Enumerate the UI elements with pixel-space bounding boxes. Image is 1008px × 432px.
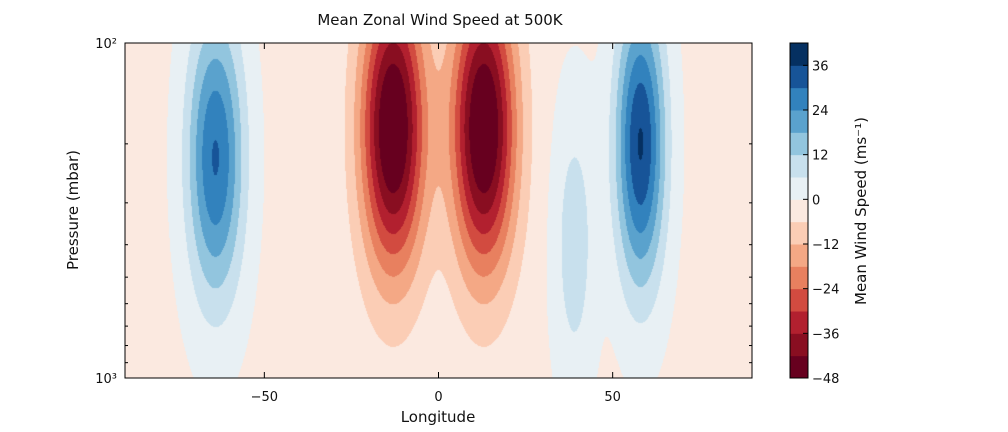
colorbar bbox=[789, 42, 809, 379]
x-axis-label: Longitude bbox=[401, 408, 476, 426]
colorbar-band bbox=[790, 132, 808, 156]
colorbar-tick-label: −48 bbox=[812, 372, 839, 387]
x-tick-label: 50 bbox=[604, 390, 621, 405]
colorbar-tick-label: 24 bbox=[812, 104, 829, 119]
colorbar-band bbox=[790, 311, 808, 334]
colorbar-tick-label: 36 bbox=[812, 59, 829, 74]
x-axis-ticks: −50 0 50 bbox=[251, 43, 621, 405]
colorbar-band bbox=[790, 154, 808, 178]
colorbar-tick-label: −24 bbox=[812, 283, 839, 298]
colorbar-tick-label: −12 bbox=[812, 238, 839, 253]
contour-plot-area bbox=[124, 42, 753, 379]
colorbar-band bbox=[790, 355, 808, 379]
colorbar-band bbox=[790, 65, 808, 89]
y-tick-label: 10³ bbox=[95, 372, 117, 387]
x-tick-label: −50 bbox=[251, 390, 278, 405]
x-tick-label: 0 bbox=[434, 390, 442, 405]
colorbar-band bbox=[790, 199, 808, 223]
colorbar-tick-label: 0 bbox=[812, 193, 820, 208]
colorbar-band bbox=[790, 177, 808, 200]
colorbar-band bbox=[790, 221, 808, 245]
chart-title: Mean Zonal Wind Speed at 500K bbox=[317, 11, 563, 29]
contour-field bbox=[125, 43, 752, 378]
colorbar-band bbox=[790, 87, 808, 111]
colorbar-band bbox=[790, 266, 808, 290]
colorbar-band bbox=[790, 333, 808, 357]
colorbar-outline bbox=[789, 42, 809, 379]
colorbar-tick-label: 12 bbox=[812, 149, 829, 164]
colorbar-band bbox=[790, 110, 808, 133]
y-axis-ticks: 10² 10³ bbox=[95, 37, 752, 387]
colorbar-band bbox=[790, 288, 808, 312]
colorbar-band bbox=[790, 244, 808, 267]
colorbar-label: Mean Wind Speed (ms⁻¹) bbox=[852, 117, 870, 305]
y-axis-label: Pressure (mbar) bbox=[64, 150, 82, 270]
colorbar-band bbox=[790, 43, 808, 66]
colorbar-tick-label: −36 bbox=[812, 327, 839, 342]
y-tick-label: 10² bbox=[95, 37, 117, 52]
colorbar-ticks: −48 −36 −24 −12 0 12 24 36 bbox=[803, 59, 839, 387]
